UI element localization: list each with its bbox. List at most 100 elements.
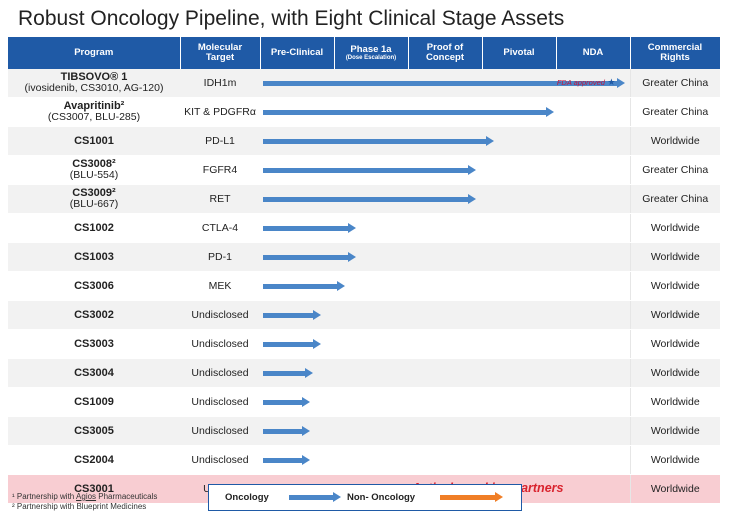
- rights-cell: Greater China: [630, 97, 720, 127]
- header-phase1a-sub: (Dose Escalation): [345, 54, 397, 61]
- stage-cell: [260, 184, 631, 214]
- stage-cell: [260, 126, 631, 156]
- fda-approved-text: FDA approved: [556, 78, 605, 87]
- target-cell: KIT & PDGFRα: [180, 97, 260, 127]
- header-rights: Commercial Rights: [630, 37, 721, 69]
- target-cell: Undisclosed: [180, 416, 260, 446]
- legend-oncology-bar: [289, 492, 341, 502]
- program-name: CS3009²: [72, 187, 116, 199]
- table-row: CS3003 Undisclosed Worldwide: [8, 329, 720, 359]
- table-row: CS1003 PD-1 Worldwide: [8, 242, 720, 272]
- program-name: TIBSOVO® 1: [60, 71, 128, 83]
- table-row: CS3009² (BLU-667) RET Greater China: [8, 184, 720, 214]
- footnote-1: ¹ Partnership with Agios Pharmaceuticals: [12, 492, 157, 502]
- table-row: CS1002 CTLA-4 Worldwide: [8, 213, 720, 243]
- progress-bar: [263, 425, 310, 436]
- table-row: CS3004 Undisclosed Worldwide: [8, 358, 720, 388]
- program-name: CS3005: [74, 424, 114, 437]
- stage-cell: [260, 387, 631, 417]
- program-code: (ivosidenib, CS3010, AG-120): [24, 82, 164, 94]
- progress-bar: [263, 396, 310, 407]
- fda-approved-note: FDA approved ★: [557, 77, 616, 88]
- table-row: CS1009 Undisclosed Worldwide: [8, 387, 720, 417]
- rights-cell: Worldwide: [630, 358, 720, 388]
- rights-cell: Worldwide: [630, 416, 720, 446]
- rights-cell: Greater China: [630, 184, 720, 214]
- header-phase1a-label: Phase 1a: [350, 43, 392, 55]
- program-name: CS1002: [74, 221, 114, 234]
- program-name: CS3006: [74, 279, 114, 292]
- program-cell: CS3002: [8, 300, 180, 330]
- header-poc: Proof of Concept: [408, 37, 483, 69]
- pipeline-rows: TIBSOVO® 1 (ivosidenib, CS3010, AG-120) ID…: [8, 69, 720, 504]
- program-cell: CS2004: [8, 445, 180, 475]
- program-name: CS1009: [74, 395, 114, 408]
- table-row: CS1001 PD-L1 Worldwide: [8, 126, 720, 156]
- header-nda: NDA: [556, 37, 631, 69]
- target-cell: IDH1m: [180, 69, 260, 98]
- header-pivotal: Pivotal: [482, 37, 557, 69]
- star-icon: ★: [604, 77, 616, 87]
- footnote-1-pre: ¹ Partnership with: [12, 492, 77, 501]
- program-cell: TIBSOVO® 1 (ivosidenib, CS3010, AG-120): [8, 69, 180, 98]
- rights-cell: Worldwide: [630, 300, 720, 330]
- target-cell: Undisclosed: [180, 329, 260, 359]
- program-cell: CS3003: [8, 329, 180, 359]
- header-preclinical: Pre-Clinical: [260, 37, 335, 69]
- stage-cell: [260, 358, 631, 388]
- progress-bar: [263, 135, 494, 146]
- header-program: Program: [8, 37, 181, 69]
- table-row: Avapritinib² (CS3007, BLU-285) KIT & PDGFR…: [8, 97, 720, 127]
- progress-bar: [263, 454, 310, 465]
- stage-cell: [260, 155, 631, 185]
- rights-cell: Worldwide: [630, 271, 720, 301]
- stage-cell: FDA approved ★: [260, 69, 631, 98]
- rights-cell: Greater China: [630, 69, 720, 98]
- target-cell: Undisclosed: [180, 387, 260, 417]
- legend-oncology-label: Oncology: [225, 492, 269, 503]
- stage-cell: [260, 329, 631, 359]
- progress-bar: [263, 338, 321, 349]
- header-target: Molecular Target: [180, 37, 261, 69]
- header-row: Program Molecular Target Pre-Clinical Ph…: [8, 37, 721, 69]
- rights-cell: Worldwide: [630, 213, 720, 243]
- footnote-1-post: Pharmaceuticals: [96, 492, 158, 501]
- legend-non-oncology-bar: [440, 492, 503, 502]
- stage-cell: [260, 213, 631, 243]
- program-name: Avapritinib²: [63, 100, 125, 112]
- progress-bar: [263, 309, 321, 320]
- rights-cell: Worldwide: [630, 329, 720, 359]
- rights-cell: Worldwide: [630, 474, 720, 504]
- rights-cell: Worldwide: [630, 387, 720, 417]
- program-cell: CS3005: [8, 416, 180, 446]
- legend-non-oncology-label: Non- Oncology: [347, 492, 416, 503]
- program-name: CS3002: [74, 308, 114, 321]
- program-cell: CS3009² (BLU-667): [8, 184, 180, 214]
- program-cell: CS3006: [8, 271, 180, 301]
- program-code: (BLU-554): [69, 169, 119, 181]
- progress-bar: [263, 193, 476, 204]
- target-cell: Undisclosed: [180, 358, 260, 388]
- rights-cell: Worldwide: [630, 126, 720, 156]
- progress-bar: [263, 222, 356, 233]
- program-cell: Avapritinib² (CS3007, BLU-285): [8, 97, 180, 127]
- program-cell: CS1009: [8, 387, 180, 417]
- page-title: Robust Oncology Pipeline, with Eight Cli…: [18, 7, 565, 30]
- program-cell: CS1001: [8, 126, 180, 156]
- progress-bar: [263, 367, 313, 378]
- progress-bar: [263, 77, 625, 88]
- stage-cell: [260, 300, 631, 330]
- header-phase1a: Phase 1a (Dose Escalation): [334, 37, 409, 69]
- program-name: CS1001: [74, 134, 114, 147]
- program-code: (CS3007, BLU-285): [47, 111, 141, 123]
- table-row: CS2004 Undisclosed Worldwide: [8, 445, 720, 475]
- target-cell: PD-L1: [180, 126, 260, 156]
- table-row: CS3002 Undisclosed Worldwide: [8, 300, 720, 330]
- program-name: CS3003: [74, 337, 114, 350]
- target-cell: PD-1: [180, 242, 260, 272]
- rights-cell: Greater China: [630, 155, 720, 185]
- program-name: CS1003: [74, 250, 114, 263]
- program-cell: CS3008² (BLU-554): [8, 155, 180, 185]
- stage-cell: [260, 416, 631, 446]
- program-cell: CS3001: [8, 474, 180, 504]
